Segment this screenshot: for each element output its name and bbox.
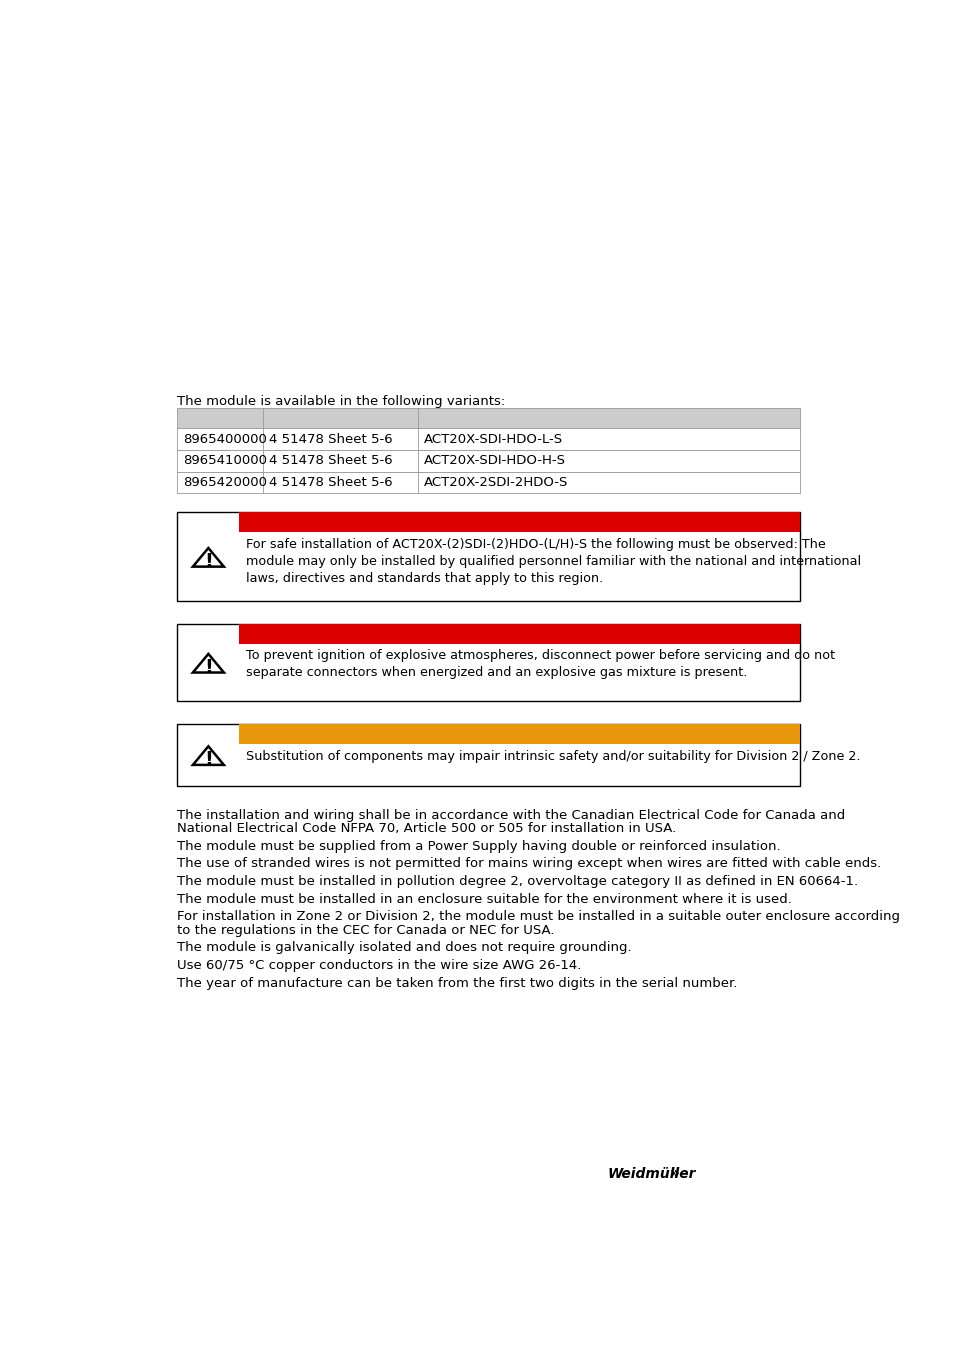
Text: To prevent ignition of explosive atmospheres, disconnect power before servicing : To prevent ignition of explosive atmosph… [245, 649, 834, 679]
Bar [177, 428, 799, 450]
Bar [177, 471, 799, 493]
Bar [177, 724, 799, 786]
Text: 8965400000: 8965400000 [183, 433, 267, 446]
Text: to the regulations in the CEC for Canada or NEC for USA.: to the regulations in the CEC for Canada… [177, 923, 555, 937]
Text: The module is available in the following variants:: The module is available in the following… [177, 394, 505, 408]
Text: 4 51478 Sheet 5-6: 4 51478 Sheet 5-6 [269, 475, 392, 489]
Bar [177, 450, 799, 471]
Text: The module must be installed in pollution degree 2, overvoltage category II as d: The module must be installed in pollutio… [177, 875, 858, 888]
Text: !: ! [204, 657, 213, 676]
Text: The module must be supplied from a Power Supply having double or reinforced insu: The module must be supplied from a Power… [177, 840, 781, 853]
Text: For installation in Zone 2 or Division 2, the module must be installed in a suit: For installation in Zone 2 or Division 2… [177, 910, 900, 923]
Bar [177, 513, 799, 601]
Bar [239, 624, 799, 644]
Bar [239, 513, 799, 532]
Text: !: ! [204, 552, 213, 571]
Bar [177, 624, 799, 701]
Text: Substitution of components may impair intrinsic safety and/or suitability for Di: Substitution of components may impair in… [245, 749, 860, 763]
Polygon shape [193, 747, 224, 765]
Text: National Electrical Code NFPA 70, Article 500 or 505 for installation in USA.: National Electrical Code NFPA 70, Articl… [177, 822, 676, 834]
Text: !: ! [204, 751, 213, 769]
Text: ACT20X-SDI-HDO-L-S: ACT20X-SDI-HDO-L-S [423, 433, 562, 446]
Bar [239, 724, 799, 744]
Text: ACT20X-2SDI-2HDO-S: ACT20X-2SDI-2HDO-S [423, 475, 568, 489]
Text: The installation and wiring shall be in accordance with the Canadian Electrical : The installation and wiring shall be in … [177, 809, 844, 822]
Text: Use 60/75 °C copper conductors in the wire size AWG 26-14.: Use 60/75 °C copper conductors in the wi… [177, 958, 581, 972]
Text: The year of manufacture can be taken from the first two digits in the serial num: The year of manufacture can be taken fro… [177, 976, 737, 990]
Text: 4 51478 Sheet 5-6: 4 51478 Sheet 5-6 [269, 433, 392, 446]
Bar [177, 409, 799, 428]
Polygon shape [193, 548, 224, 567]
Text: The module is galvanically isolated and does not require grounding.: The module is galvanically isolated and … [177, 941, 631, 954]
Text: ACT20X-SDI-HDO-H-S: ACT20X-SDI-HDO-H-S [423, 454, 565, 467]
Text: »: » [669, 1166, 679, 1181]
Text: 8965420000: 8965420000 [183, 475, 267, 489]
Text: The module must be installed in an enclosure suitable for the environment where : The module must be installed in an enclo… [177, 892, 791, 906]
Text: Weidmüller: Weidmüller [607, 1166, 696, 1181]
Polygon shape [193, 653, 224, 672]
Text: For safe installation of ACT20X-(2)SDI-(2)HDO-(L/H)-S the following must be obse: For safe installation of ACT20X-(2)SDI-(… [245, 537, 860, 585]
Text: 4 51478 Sheet 5-6: 4 51478 Sheet 5-6 [269, 454, 392, 467]
Text: 8965410000: 8965410000 [183, 454, 267, 467]
Text: The use of stranded wires is not permitted for mains wiring except when wires ar: The use of stranded wires is not permitt… [177, 857, 881, 871]
